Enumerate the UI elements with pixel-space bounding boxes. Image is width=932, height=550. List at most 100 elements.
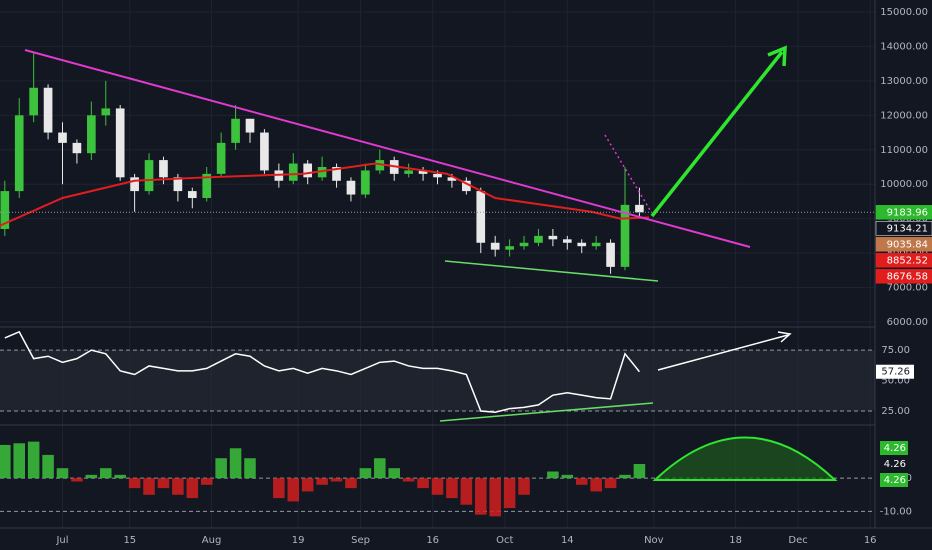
macd-bar bbox=[460, 478, 473, 505]
candle-body bbox=[288, 163, 298, 181]
macd-bar bbox=[446, 478, 458, 499]
candle-body bbox=[317, 166, 327, 178]
candle-body bbox=[245, 118, 255, 133]
annotations bbox=[24, 45, 838, 481]
candle-body bbox=[260, 132, 269, 171]
macd-bar bbox=[575, 478, 588, 485]
x-tick-label: Aug bbox=[202, 535, 222, 546]
price-label: 9183.96 bbox=[887, 207, 928, 218]
y-tick-label: 75.00 bbox=[881, 345, 910, 356]
macd-bar bbox=[215, 458, 227, 479]
macd-bar bbox=[547, 471, 559, 479]
x-tick-label: Nov bbox=[644, 535, 664, 546]
macd-bar bbox=[518, 478, 530, 495]
candle-body bbox=[187, 191, 197, 198]
macd-bar bbox=[475, 478, 487, 515]
macd-bar bbox=[374, 458, 386, 479]
y-tick-label: 6000.00 bbox=[887, 317, 928, 328]
price-label-box bbox=[875, 269, 932, 284]
candle-body bbox=[144, 160, 154, 192]
candle-body bbox=[375, 160, 385, 171]
macd-bar bbox=[56, 468, 69, 479]
x-tick-label: Oct bbox=[496, 535, 513, 546]
rsi-arrow bbox=[657, 334, 789, 371]
candle-body bbox=[591, 242, 601, 247]
y-tick-label: 14000.00 bbox=[880, 41, 928, 52]
candle-body bbox=[159, 160, 168, 178]
macd-bar bbox=[604, 478, 617, 489]
support-line bbox=[444, 260, 659, 282]
candle-body bbox=[72, 142, 82, 154]
macd-label: 4.26 bbox=[884, 459, 906, 470]
candle-body bbox=[361, 170, 370, 195]
y-tick-label: 10000.00 bbox=[880, 179, 928, 190]
macd-bar bbox=[27, 441, 40, 479]
macd-bar bbox=[85, 474, 98, 479]
macd-bar bbox=[388, 468, 400, 479]
price-label-box bbox=[875, 205, 932, 220]
candle-body bbox=[43, 87, 53, 133]
resistance-line bbox=[24, 49, 751, 248]
candle-body bbox=[577, 242, 587, 247]
candle-body bbox=[462, 180, 471, 192]
candle-body bbox=[332, 166, 341, 181]
y-tick-label: 15000.00 bbox=[880, 7, 928, 18]
macd-bar bbox=[128, 478, 141, 489]
macd-bar bbox=[503, 478, 516, 509]
x-tick-label: 14 bbox=[561, 535, 574, 546]
macd-bar bbox=[633, 464, 646, 479]
candle-body bbox=[548, 235, 558, 240]
candle-body bbox=[87, 115, 96, 154]
x-tick-label: 15 bbox=[123, 535, 136, 546]
rsi-support bbox=[439, 402, 654, 422]
candle-body bbox=[173, 177, 183, 192]
projection-arrow bbox=[650, 50, 784, 218]
macd-label: 4.26 bbox=[884, 443, 906, 454]
macd-bar bbox=[71, 478, 83, 482]
y-tick-label: -10.00 bbox=[880, 506, 912, 517]
candle-body bbox=[490, 242, 500, 250]
macd-bar bbox=[431, 478, 444, 495]
candle-body bbox=[29, 87, 38, 116]
candle-body bbox=[447, 177, 457, 181]
candle-body bbox=[476, 191, 486, 243]
x-tick-label: Dec bbox=[788, 535, 807, 546]
macd-bar bbox=[316, 478, 328, 485]
moving-average bbox=[0, 162, 650, 227]
macd-bar bbox=[330, 478, 343, 482]
macd-bar bbox=[172, 478, 184, 495]
candle-body bbox=[101, 108, 111, 116]
macd-bar bbox=[417, 478, 429, 489]
price-label: 8676.58 bbox=[887, 271, 928, 282]
macd-label: 4.26 bbox=[884, 475, 906, 486]
candle-body bbox=[505, 246, 514, 250]
x-tick-label: Jul bbox=[55, 535, 68, 546]
macd-bar bbox=[489, 478, 501, 517]
macd-bar bbox=[186, 478, 199, 499]
candle-body bbox=[303, 163, 313, 178]
macd-bar bbox=[100, 468, 112, 479]
y-tick-label: 25.00 bbox=[881, 406, 910, 417]
y-tick-label: 12000.00 bbox=[880, 110, 928, 121]
macd-bar bbox=[42, 454, 54, 479]
macd-label-box bbox=[880, 473, 908, 488]
macd-bar bbox=[114, 474, 126, 479]
x-tick-label: 16 bbox=[864, 535, 877, 546]
price-label: 9134.21 bbox=[887, 223, 928, 234]
macd-bar bbox=[301, 478, 314, 492]
candle-body bbox=[346, 180, 356, 195]
candle-body bbox=[635, 204, 644, 213]
candle-body bbox=[130, 177, 139, 192]
macd-bar bbox=[402, 478, 415, 482]
macd-bar bbox=[229, 448, 242, 479]
rsi-arrow-head bbox=[777, 331, 792, 343]
arrow-head bbox=[767, 45, 787, 67]
candle-body bbox=[216, 142, 226, 174]
candle-body bbox=[418, 170, 428, 174]
x-tick-label: 19 bbox=[292, 535, 305, 546]
candle-body bbox=[519, 242, 529, 247]
candle-body bbox=[562, 239, 572, 243]
price-label-box bbox=[875, 237, 932, 252]
candle-body bbox=[0, 191, 10, 229]
macd-label-box bbox=[880, 457, 908, 472]
